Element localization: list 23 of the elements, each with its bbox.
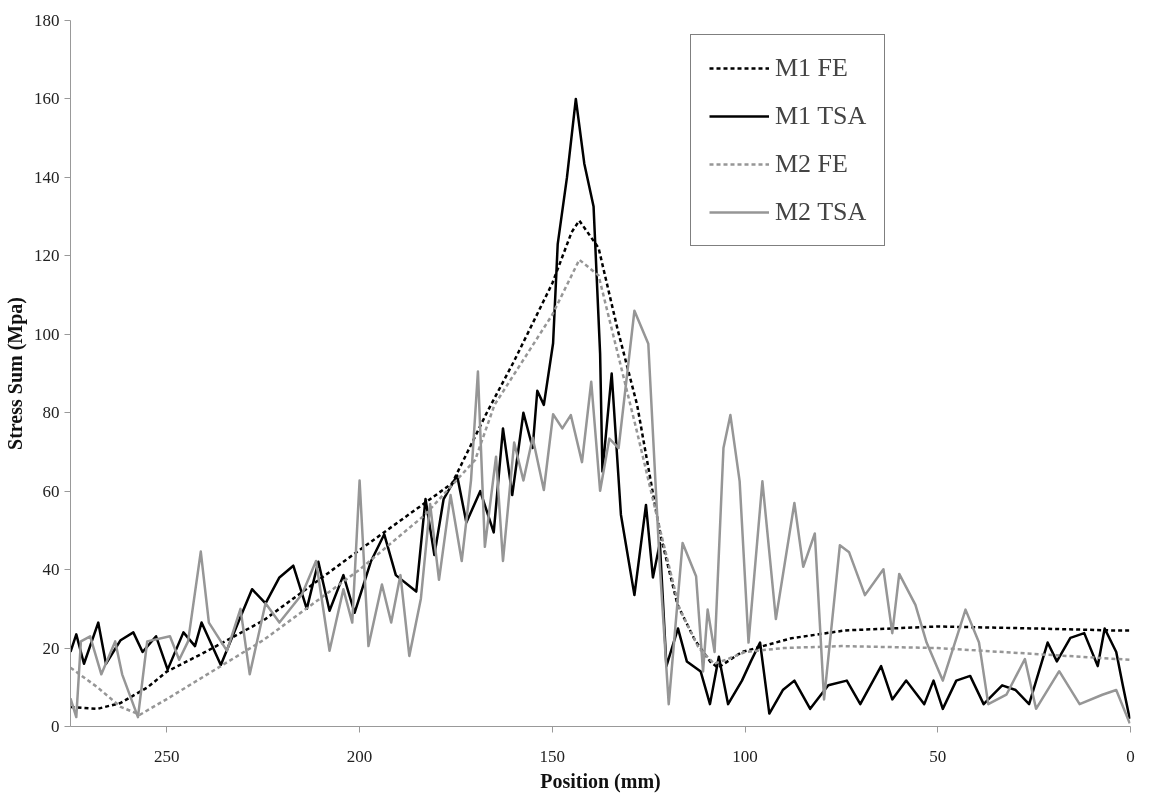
- y-tick-label: 40: [42, 560, 60, 580]
- legend-label: M2 FE: [775, 149, 848, 179]
- x-tick-label: 50: [929, 746, 947, 766]
- x-tick-label: 250: [154, 746, 180, 766]
- y-tick-label: 0: [51, 717, 60, 736]
- y-tick-label: 60: [42, 481, 60, 501]
- legend-label: M1 TSA: [775, 101, 867, 131]
- legend-label: M1 FE: [775, 53, 848, 83]
- y-tick-label: 80: [42, 403, 60, 423]
- y-tick-label: 120: [34, 246, 60, 266]
- x-tick-label: 100: [732, 746, 758, 766]
- y-tick-label: 100: [34, 324, 60, 344]
- x-tick-label: 200: [346, 746, 373, 766]
- y-axis-title: Stress Sum (Mpa): [4, 297, 27, 450]
- x-tick-label: 150: [539, 746, 566, 766]
- y-tick-label: 160: [34, 89, 60, 109]
- line-series: [70, 97, 1131, 720]
- x-tick-label: 0: [1126, 746, 1135, 766]
- legend-label: M2 TSA: [775, 197, 867, 227]
- y-tick-label: 20: [42, 638, 60, 658]
- y-tick-label: 140: [34, 167, 60, 187]
- y-tick-label: 180: [34, 11, 60, 30]
- x-axis-title: Position (mm): [540, 769, 661, 793]
